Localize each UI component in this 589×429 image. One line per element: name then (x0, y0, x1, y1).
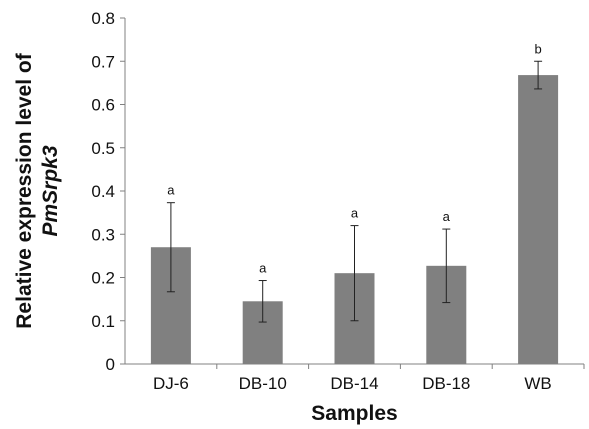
y-tick-label: 0 (106, 355, 115, 374)
y-tick-label: 0.3 (91, 225, 115, 244)
y-axis-title-line2: PmSrpk3 (39, 145, 62, 236)
y-axis-ticks: 0 0.1 0.2 0.3 0.4 0.5 0.6 0.7 0.8 (91, 9, 125, 374)
x-tick-label: DB-18 (422, 374, 470, 393)
y-tick-label: 0.4 (91, 182, 115, 201)
y-axis-title-line1: Relative expression level of (13, 52, 36, 328)
y-tick-label: 0.6 (91, 96, 115, 115)
bars: a a a a b (150, 41, 559, 364)
y-tick-label: 0.1 (91, 312, 115, 331)
significance-label: b (534, 41, 541, 56)
significance-label: a (167, 183, 175, 198)
y-tick-label: 0.8 (91, 9, 115, 28)
x-axis-title: Samples (311, 402, 397, 425)
y-tick-label: 0.5 (91, 139, 115, 158)
x-tick-label: DJ-6 (153, 374, 189, 393)
significance-label: a (443, 209, 451, 224)
bar-wb (518, 75, 559, 364)
y-tick-label: 0.2 (91, 269, 115, 288)
significance-label: a (259, 261, 267, 276)
x-axis-ticks: DJ-6 DB-10 DB-14 DB-18 WB (153, 364, 585, 393)
x-tick-label: WB (524, 374, 551, 393)
x-tick-label: DB-10 (239, 374, 287, 393)
y-tick-label: 0.7 (91, 52, 115, 71)
significance-label: a (351, 206, 359, 221)
x-tick-label: DB-14 (330, 374, 378, 393)
